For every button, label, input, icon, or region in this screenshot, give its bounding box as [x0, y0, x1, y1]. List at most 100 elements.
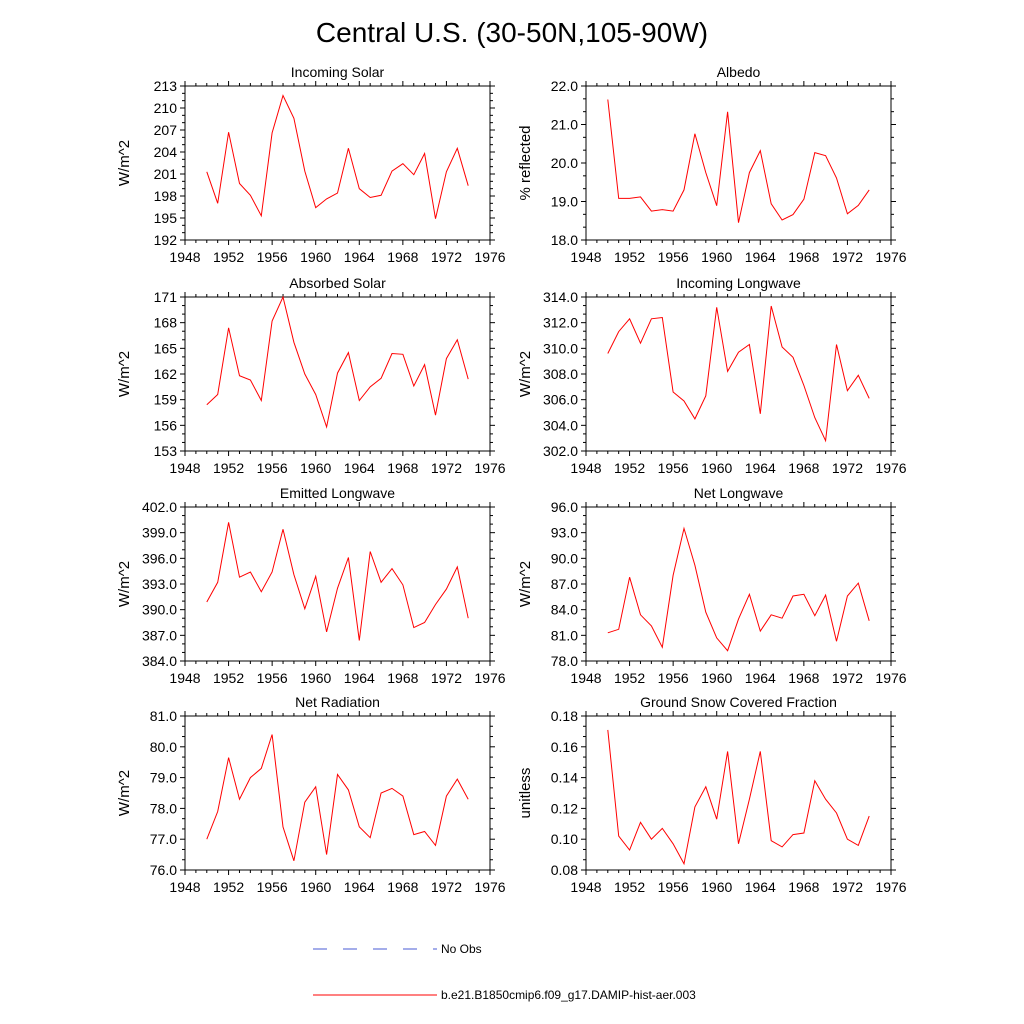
y-tick-label: 192 [154, 232, 178, 248]
figure-title: Central U.S. (30-50N,105-90W) [316, 17, 708, 48]
x-tick-label: 1960 [300, 249, 331, 265]
x-tick-label: 1976 [474, 879, 505, 895]
x-tick-label: 1956 [257, 879, 288, 895]
x-tick-label: 1976 [474, 249, 505, 265]
y-tick-label: 153 [154, 443, 178, 459]
y-tick-label: 19.0 [551, 194, 578, 210]
x-tick-label: 1976 [875, 670, 906, 686]
y-tick-label: 90.0 [551, 550, 578, 566]
chart-title: Ground Snow Covered Fraction [640, 694, 837, 710]
x-tick-label: 1964 [344, 249, 375, 265]
x-tick-label: 1956 [257, 670, 288, 686]
plot-frame [585, 85, 892, 241]
chart-panel-7: Ground Snow Covered Fraction 0.08 0.10 0.12… [517, 694, 907, 895]
y-axis-label: W/m^2 [116, 351, 133, 397]
x-tick-label: 1960 [300, 670, 331, 686]
series-line-0 [206, 522, 469, 641]
x-tick-label: 1956 [658, 249, 689, 265]
y-tick-label: 393.0 [142, 576, 177, 592]
x-tick-label: 1976 [875, 460, 906, 476]
chart-panel-1: Albedo 18.0 19.0 20.0 21.0 22.0 1948 1952 1956 19… [517, 64, 907, 265]
x-tick-label: 1952 [213, 879, 244, 895]
chart-title: Absorbed Solar [289, 275, 386, 291]
figure-legend: No Obs b.e21.B1850cmip6.f09_g17.DAMIP-hi… [313, 942, 696, 1002]
x-tick-label: 1964 [344, 460, 375, 476]
y-tick-label: 79.0 [150, 770, 177, 786]
x-tick-label: 1972 [832, 879, 863, 895]
x-tick-label: 1960 [701, 460, 732, 476]
x-tick-label: 1956 [257, 460, 288, 476]
y-tick-label: 20.0 [551, 155, 578, 171]
x-tick-label: 1952 [614, 460, 645, 476]
series-line-0 [206, 94, 469, 219]
y-tick-label: 314.0 [543, 289, 578, 305]
y-tick-label: 18.0 [551, 232, 578, 248]
y-tick-label: 156 [154, 417, 178, 433]
chart-title: Net Radiation [295, 694, 380, 710]
chart-panels: Incoming Solar 192 195 198 201 204 207 210 213 19… [116, 64, 907, 895]
legend-label-model: b.e21.B1850cmip6.f09_g17.DAMIP-hist-aer.… [441, 988, 696, 1002]
y-tick-label: 396.0 [142, 550, 177, 566]
y-tick-label: 159 [154, 392, 178, 408]
y-axis-label: W/m^2 [116, 770, 133, 816]
y-tick-label: 310.0 [543, 340, 578, 356]
y-tick-label: 0.16 [551, 739, 578, 755]
y-tick-label: 0.14 [551, 770, 578, 786]
chart-title: Incoming Longwave [676, 275, 801, 291]
chart-panel-0: Incoming Solar 192 195 198 201 204 207 210 213 19… [116, 64, 506, 265]
x-tick-label: 1972 [431, 879, 462, 895]
y-axis-label: % reflected [517, 125, 534, 200]
y-tick-label: 306.0 [543, 392, 578, 408]
y-axis-label: W/m^2 [517, 351, 534, 397]
x-tick-label: 1968 [788, 249, 819, 265]
y-tick-label: 304.0 [543, 417, 578, 433]
y-tick-label: 21.0 [551, 117, 578, 133]
x-tick-label: 1956 [658, 670, 689, 686]
x-tick-label: 1972 [431, 249, 462, 265]
y-tick-label: 207 [154, 122, 178, 138]
legend-label-no-obs: No Obs [441, 942, 482, 956]
y-tick-label: 390.0 [142, 602, 177, 618]
x-tick-label: 1960 [701, 670, 732, 686]
y-tick-label: 213 [154, 78, 178, 94]
y-tick-label: 78.0 [551, 653, 578, 669]
x-tick-label: 1960 [701, 879, 732, 895]
x-tick-label: 1964 [745, 879, 776, 895]
x-tick-label: 1968 [788, 670, 819, 686]
y-tick-label: 78.0 [150, 800, 177, 816]
y-tick-label: 0.10 [551, 831, 578, 847]
y-tick-label: 162 [154, 366, 178, 382]
y-axis-label: W/m^2 [116, 140, 133, 186]
y-tick-label: 204 [154, 144, 178, 160]
x-tick-label: 1968 [387, 249, 418, 265]
chart-panel-5: Net Longwave 78.0 81.0 84.0 87.0 90.0 93.0 96.0… [517, 485, 907, 686]
x-tick-label: 1960 [300, 879, 331, 895]
x-tick-label: 1948 [169, 249, 200, 265]
x-tick-label: 1952 [614, 670, 645, 686]
chart-panel-2: Absorbed Solar 153 156 159 162 165 168 171 1948 1… [116, 275, 506, 476]
y-tick-label: 0.12 [551, 800, 578, 816]
plot-frame [585, 715, 892, 871]
chart-title: Albedo [717, 64, 761, 80]
y-tick-label: 399.0 [142, 525, 177, 541]
x-tick-label: 1972 [431, 670, 462, 686]
x-tick-label: 1968 [387, 670, 418, 686]
x-tick-label: 1952 [614, 879, 645, 895]
y-tick-label: 93.0 [551, 525, 578, 541]
x-tick-label: 1964 [344, 670, 375, 686]
y-tick-label: 302.0 [543, 443, 578, 459]
x-tick-label: 1960 [300, 460, 331, 476]
x-tick-label: 1952 [213, 460, 244, 476]
x-tick-label: 1956 [658, 879, 689, 895]
x-tick-label: 1948 [570, 460, 601, 476]
y-tick-label: 87.0 [551, 576, 578, 592]
y-tick-label: 80.0 [150, 739, 177, 755]
chart-title: Incoming Solar [291, 64, 385, 80]
plot-frame [184, 506, 491, 662]
y-tick-label: 308.0 [543, 366, 578, 382]
chart-title: Net Longwave [694, 485, 784, 501]
series-line-0 [607, 305, 870, 443]
x-tick-label: 1960 [701, 249, 732, 265]
y-tick-label: 387.0 [142, 627, 177, 643]
